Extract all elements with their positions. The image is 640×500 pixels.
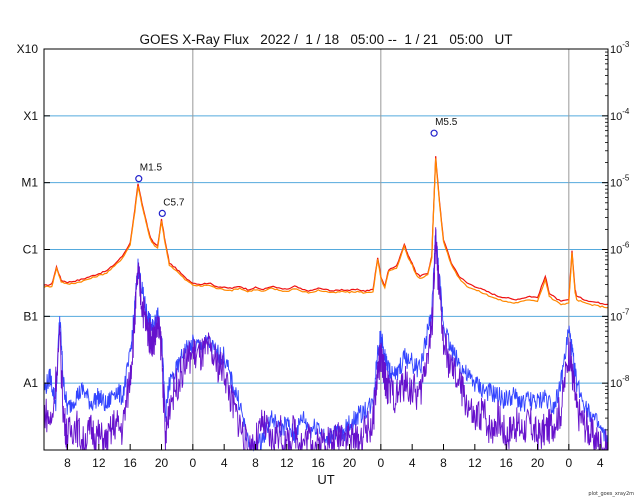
x-tick-label: 8 (252, 456, 259, 470)
x-tick-label: 0 (377, 456, 384, 470)
flare-label: M1.5 (140, 163, 163, 174)
x-tick-label: 0 (189, 456, 196, 470)
x-tick-label: 12 (468, 456, 482, 470)
y-left-label: B1 (23, 309, 38, 323)
chart-annotations: M1.5 C5.7 M5.5 (135, 117, 458, 218)
y-right-label: 10-5 (610, 174, 630, 190)
x-tick-label: 12 (280, 456, 294, 470)
series-line-2 (43, 229, 609, 452)
y-left-label: C1 (23, 243, 39, 257)
x-tick-label: 4 (597, 456, 604, 470)
series-line-0 (43, 156, 609, 306)
x-tick-label: 4 (409, 456, 416, 470)
y-right-label: 10-6 (610, 241, 630, 257)
series-line-3 (43, 227, 608, 451)
x-tick-label: 12 (92, 456, 106, 470)
x-tick-label: 20 (531, 456, 545, 470)
y-left-label: X1 (23, 109, 38, 123)
x-tick-label: 16 (311, 456, 325, 470)
x-tick-label: 20 (155, 456, 169, 470)
x-tick-label: 16 (499, 456, 513, 470)
chart-axes: 8 12 16 20 0 4 8 12 16 20 0 4 8 12 16 20 0 4 X10 10-3 X1 10-4… (17, 40, 630, 470)
y-left-label: M1 (21, 176, 38, 190)
x-tick-label: 8 (64, 456, 71, 470)
flare-label: C5.7 (163, 197, 185, 208)
x-tick-label: 8 (440, 456, 447, 470)
y-right-label: 10-7 (610, 307, 630, 323)
flare-marker (135, 175, 143, 183)
flare-label: M5.5 (435, 117, 458, 128)
series-line-1 (43, 158, 609, 309)
y-left-label: A1 (23, 376, 38, 390)
y-right-label: 10-3 (610, 40, 630, 56)
chart-series (43, 156, 609, 452)
plot-credit: plot_goes_xray2m (588, 491, 634, 497)
flare-marker (158, 209, 166, 218)
chart-grid (44, 49, 608, 450)
y-left-label: X10 (17, 42, 39, 56)
x-tick-label: 4 (221, 456, 228, 470)
y-right-label: 10-4 (610, 107, 630, 123)
chart-title: GOES X-Ray Flux 2022 / 1 / 18 05:00 -- 1… (140, 32, 513, 47)
x-axis-label: UT (317, 472, 334, 487)
y-right-label: 10-8 (610, 374, 630, 390)
x-tick-label: 0 (565, 456, 572, 470)
flare-marker (430, 129, 438, 137)
x-tick-label: 20 (343, 456, 357, 470)
x-tick-label: 16 (123, 456, 137, 470)
